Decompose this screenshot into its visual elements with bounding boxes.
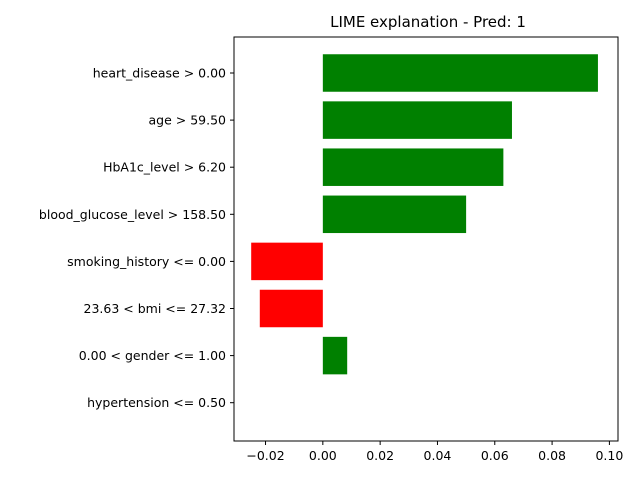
bar-6 (322, 336, 348, 375)
y-ticks-group: heart_disease > 0.00 age > 59.50 HbA1c_lev… (39, 66, 234, 410)
y-tick-label: hypertension <= 0.50 (87, 395, 226, 410)
x-tick-label: 0.06 (481, 448, 509, 463)
bar-1 (322, 101, 512, 139)
axes-group (233, 36, 619, 442)
x-tick-label: 0.04 (424, 448, 452, 463)
x-ticks-group: −0.02 0.00 0.02 0.04 0.06 0.08 0.10 (246, 441, 623, 463)
x-tick-label: 0.00 (309, 448, 337, 463)
y-tick-label: age > 59.50 (149, 113, 227, 128)
y-tick-label: heart_disease > 0.00 (93, 66, 226, 81)
bar-4 (251, 242, 323, 281)
y-tick-label: HbA1c_level > 6.20 (103, 160, 226, 175)
plot-frame (233, 36, 619, 442)
chart-title: LIME explanation - Pred: 1 (330, 13, 526, 31)
bars-group (251, 54, 598, 375)
bar-2 (322, 148, 504, 186)
y-tick-label: 0.00 < gender <= 1.00 (79, 348, 226, 363)
bar-5 (259, 289, 323, 328)
bar-3 (322, 195, 467, 234)
y-tick-label: smoking_history <= 0.00 (67, 254, 226, 269)
x-tick-label: 0.08 (538, 448, 566, 463)
x-tick-label: −0.02 (246, 448, 284, 463)
x-tick-label: 0.02 (366, 448, 394, 463)
x-tick-label: 0.10 (595, 448, 623, 463)
y-tick-label: 23.63 < bmi <= 27.32 (84, 301, 226, 316)
y-tick-label: blood_glucose_level > 158.50 (39, 207, 226, 222)
bar-0 (322, 54, 598, 92)
